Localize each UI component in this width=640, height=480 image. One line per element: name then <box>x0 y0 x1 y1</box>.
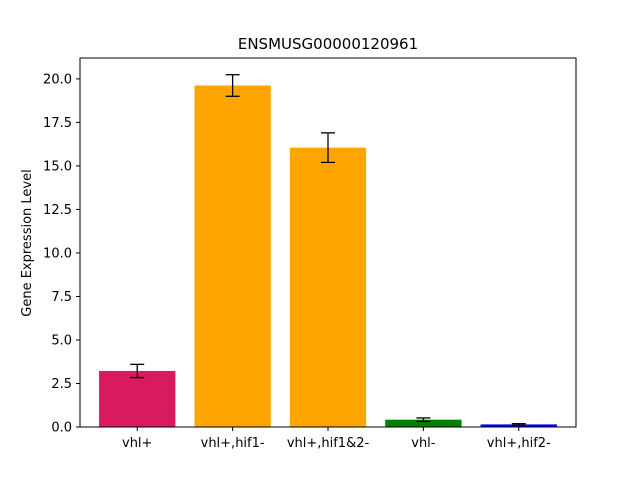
bar-0 <box>99 370 176 427</box>
y-axis: 0.0 2.5 5.0 7.5 10.0 12.5 15.0 17.5 20.0 <box>43 72 80 436</box>
error-bars-group <box>130 74 526 426</box>
x-tick-label-3: vhl- <box>411 436 436 451</box>
plot-frame <box>79 57 577 428</box>
y-tick-label-1: 2.5 <box>51 377 72 392</box>
x-axis: vhl+ vhl+,hif1- vhl+,hif1&2- vhl-vhl+,hif2- <box>122 427 551 451</box>
y-tick-label-5: 12.5 <box>43 203 72 218</box>
bar-1 <box>194 85 271 427</box>
y-tick-label-2: 5.0 <box>51 333 72 348</box>
x-tick-label-0: vhl+ <box>122 436 152 451</box>
y-axis-label: Gene Expression Level <box>20 169 35 316</box>
bar-2 <box>289 147 367 427</box>
x-tick-label-4: vhl+,hif2- <box>487 436 551 451</box>
y-tick-label-7: 17.5 <box>43 116 72 131</box>
bars-group <box>99 85 557 427</box>
x-tick-label-1: vhl+,hif1- <box>201 436 265 451</box>
y-tick-label-6: 15.0 <box>43 159 72 174</box>
y-tick-label-8: 20.0 <box>43 72 72 87</box>
y-tick-label-3: 7.5 <box>51 290 72 305</box>
chart-title: ENSMUSG00000120961 <box>238 35 418 53</box>
x-tick-label-2: vhl+,hif1&2- <box>287 436 370 451</box>
y-tick-label-0: 0.0 <box>51 421 72 436</box>
y-tick-label-4: 10.0 <box>43 246 72 261</box>
bar-3 <box>385 419 462 427</box>
